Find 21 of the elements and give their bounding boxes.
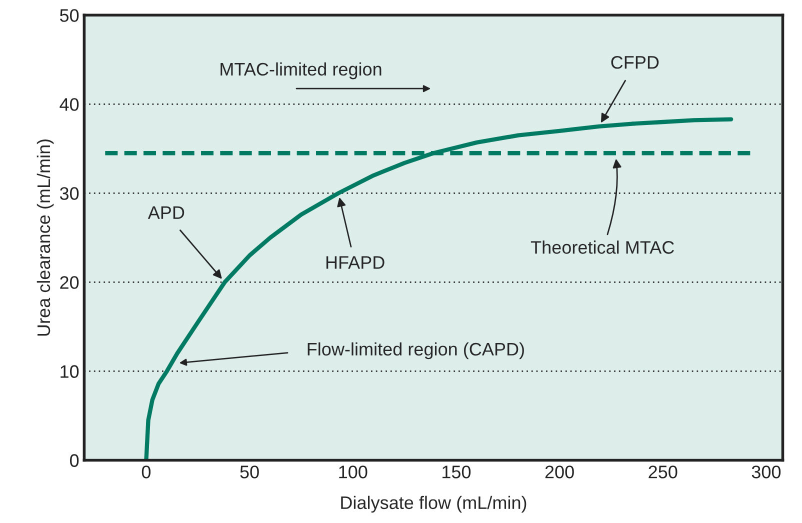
y-tick-label: 50 xyxy=(60,9,79,22)
y-axis-title: Urea clearance (mL/min) xyxy=(36,139,54,336)
x-tick-label: 300 xyxy=(752,466,781,478)
x-tick-label: 200 xyxy=(545,466,574,478)
y-tick-label: 30 xyxy=(60,187,79,200)
y-tick-label: 40 xyxy=(60,98,79,111)
annotation: Flow-limited region (CAPD) xyxy=(308,342,524,360)
annotation: CFPD xyxy=(611,56,659,69)
y-tick-label: 20 xyxy=(60,276,79,289)
annotation: HFAPD xyxy=(326,256,384,269)
annotation: APD xyxy=(148,206,184,219)
x-axis-title: Dialysate flow (mL/min) xyxy=(341,496,526,513)
y-tick-label: 0 xyxy=(70,454,79,467)
x-tick-label: 0 xyxy=(142,466,151,478)
x-tick-label: 150 xyxy=(442,466,471,478)
x-tick-label: 250 xyxy=(648,466,678,478)
x-tick-label: 50 xyxy=(240,466,259,478)
y-tick-label: 10 xyxy=(60,365,79,378)
ref-line-label: Theoretical MTAC xyxy=(530,240,674,254)
x-tick-label: 100 xyxy=(339,466,368,478)
annotation: MTAC-limited region xyxy=(220,62,382,80)
